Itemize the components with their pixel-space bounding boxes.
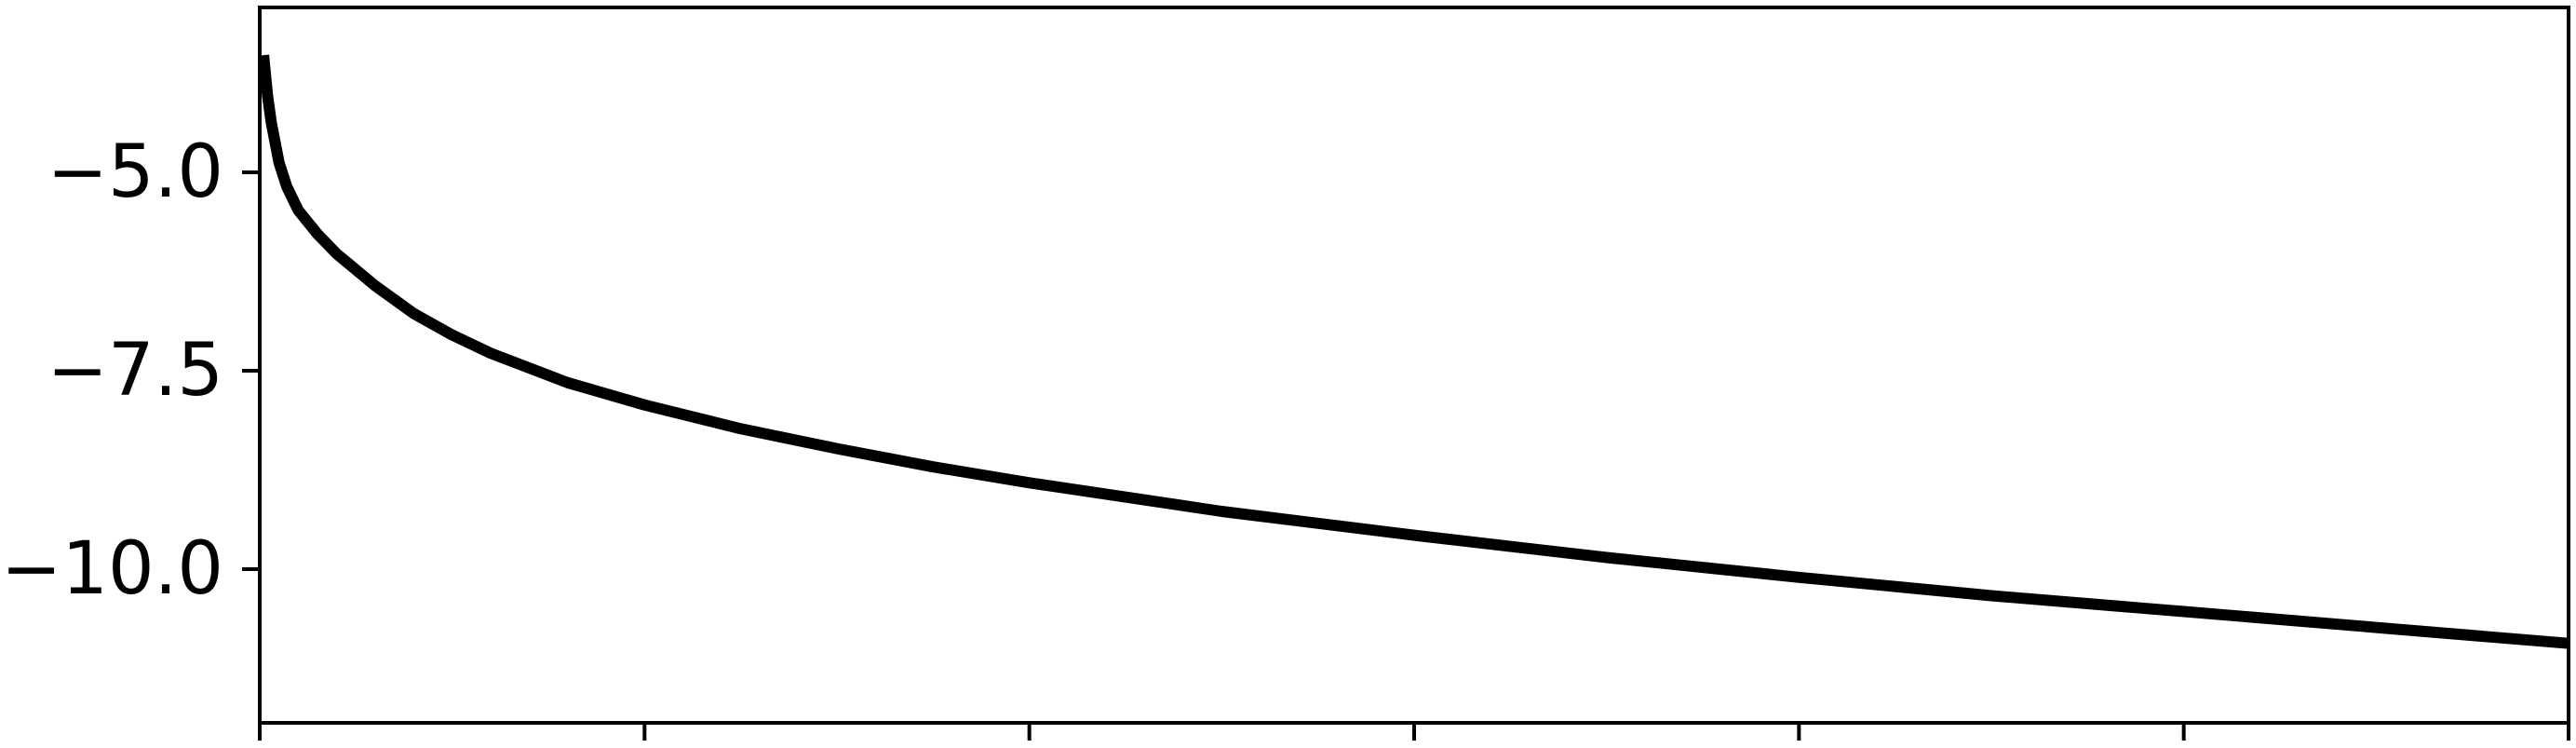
x-axis-ticks: [258, 723, 2570, 741]
y-axis-ticks: −5.0 −7.5 −10.0: [1, 130, 260, 611]
y-tick-label: −7.5: [47, 329, 223, 413]
plot-area: [260, 7, 2569, 723]
y-tick-label: −5.0: [47, 130, 223, 214]
series-layer: [258, 54, 2569, 649]
y-tick-label: −10.0: [1, 527, 223, 611]
series-line: [258, 54, 2569, 649]
